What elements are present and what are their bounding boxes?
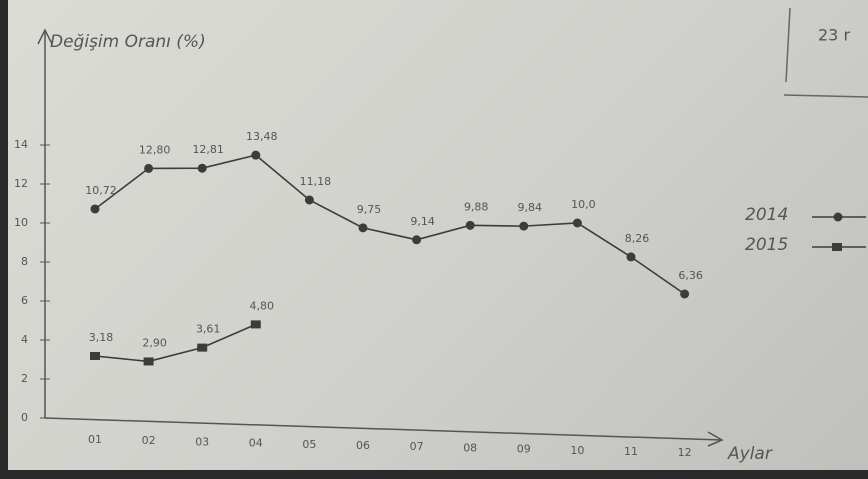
chart: 23 r Değişim Oranı (%) Aylar 02468101214… bbox=[0, 0, 868, 479]
point bbox=[144, 357, 154, 365]
y-tick-label: 4 bbox=[21, 333, 28, 346]
y-axis-label: Değişim Oranı (%) bbox=[50, 32, 206, 52]
point bbox=[412, 235, 421, 244]
value-label: 9,75 bbox=[357, 203, 382, 216]
photo-edge bbox=[0, 470, 868, 479]
x-tick-label: 05 bbox=[302, 438, 316, 451]
y-tick-label: 14 bbox=[14, 138, 28, 151]
y-tick-label: 10 bbox=[14, 216, 28, 229]
point bbox=[305, 195, 314, 204]
point bbox=[573, 219, 582, 228]
y-tick-label: 2 bbox=[21, 372, 28, 385]
value-label: 8,26 bbox=[625, 232, 650, 245]
point bbox=[90, 352, 100, 360]
y-tick-label: 8 bbox=[21, 255, 28, 268]
x-tick-label: 09 bbox=[517, 443, 531, 456]
value-label: 9,88 bbox=[464, 200, 489, 213]
legend-marker bbox=[832, 243, 842, 251]
series-line bbox=[95, 155, 685, 294]
value-label: 9,14 bbox=[410, 215, 435, 228]
value-label: 4,80 bbox=[250, 299, 275, 312]
value-label: 2,90 bbox=[142, 336, 167, 349]
value-label: 3,18 bbox=[89, 331, 114, 344]
point bbox=[359, 223, 368, 232]
x-tick-label: 10 bbox=[570, 444, 584, 457]
value-label: 9,84 bbox=[518, 201, 543, 214]
x-tick-label: 07 bbox=[410, 440, 424, 453]
value-label: 13,48 bbox=[246, 130, 278, 143]
note: 23 r bbox=[818, 26, 850, 45]
x-tick-label: 06 bbox=[356, 439, 370, 452]
y-tick-label: 0 bbox=[21, 411, 28, 424]
paper-box bbox=[784, 8, 868, 97]
y-tick-label: 12 bbox=[14, 177, 28, 190]
value-label: 3,61 bbox=[196, 323, 221, 336]
x-tick-label: 08 bbox=[463, 441, 477, 454]
point bbox=[627, 252, 636, 261]
point bbox=[197, 344, 207, 352]
x-tick-label: 04 bbox=[249, 437, 263, 450]
value-label: 10,72 bbox=[85, 184, 117, 197]
x-tick-label: 02 bbox=[142, 434, 156, 447]
point bbox=[466, 221, 475, 230]
value-label: 6,36 bbox=[678, 269, 703, 282]
legend-marker bbox=[834, 213, 843, 222]
point bbox=[251, 320, 261, 328]
point bbox=[519, 222, 528, 231]
x-tick-label: 12 bbox=[678, 446, 692, 459]
point bbox=[680, 289, 689, 298]
x-axis-label: Aylar bbox=[727, 444, 773, 464]
point bbox=[144, 164, 153, 173]
point bbox=[198, 164, 207, 173]
point bbox=[251, 151, 260, 160]
x-tick-label: 03 bbox=[195, 435, 209, 448]
value-label: 10,0 bbox=[571, 198, 596, 211]
value-label: 12,80 bbox=[139, 143, 171, 156]
legend-label: 2014 bbox=[745, 205, 788, 225]
series-line bbox=[95, 324, 256, 361]
photo-edge bbox=[0, 0, 8, 479]
point bbox=[91, 204, 100, 213]
value-label: 11,18 bbox=[300, 175, 332, 188]
y-tick-label: 6 bbox=[21, 294, 28, 307]
value-label: 12,81 bbox=[192, 143, 224, 156]
x-tick-label: 01 bbox=[88, 433, 102, 446]
legend-label: 2015 bbox=[745, 235, 788, 255]
x-tick-label: 11 bbox=[624, 445, 638, 458]
